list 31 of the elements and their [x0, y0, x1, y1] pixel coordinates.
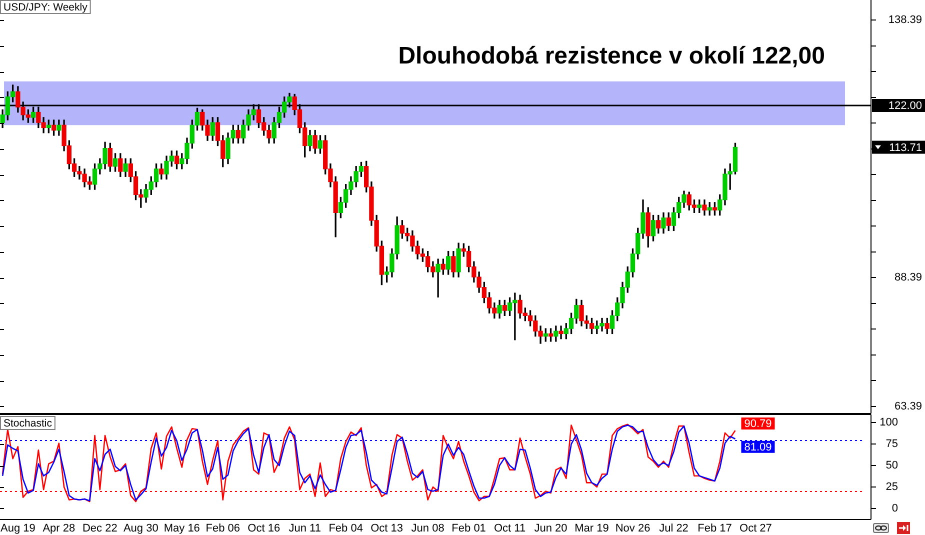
x-tick-label: Feb 04 — [328, 522, 363, 535]
x-tick-label: Feb 06 — [206, 522, 240, 535]
y-tick-label: 25 — [886, 481, 898, 494]
x-tick-label: Aug 19 — [0, 522, 36, 535]
x-tick-label: Jun 08 — [411, 522, 444, 535]
x-tick-label: Oct 13 — [370, 522, 404, 535]
x-tick-label: May 16 — [164, 522, 200, 535]
x-tick-label: Oct 11 — [494, 522, 526, 535]
y-tick-label: 100 — [880, 416, 898, 429]
x-tick-label: Jun 11 — [288, 522, 321, 535]
data-label: 81.09 — [744, 441, 772, 454]
candlestick — [436, 258, 440, 298]
x-tick-label: Aug 30 — [123, 522, 158, 535]
candlestick — [558, 326, 564, 340]
x-tick-label: Apr 28 — [42, 522, 76, 535]
y-tick-label: 75 — [886, 438, 898, 450]
x-tick-label: Oct 16 — [248, 522, 280, 535]
x-tick-label: Mar 19 — [574, 522, 609, 535]
x-tick-label: Feb 17 — [698, 522, 732, 535]
y-tick-label: 0 — [892, 502, 898, 514]
data-label: 90.79 — [744, 418, 772, 430]
x-tick-label: Feb 01 — [452, 522, 486, 535]
x-tick-label: Nov 26 — [615, 522, 650, 535]
chart-title: Stochastic — [4, 417, 52, 430]
x-tick-label: Dec 22 — [82, 522, 118, 535]
y-tick-label: 63.39 — [894, 400, 922, 412]
y-tick-label: 50 — [886, 460, 898, 472]
x-tick-label: Jul 22 — [659, 522, 688, 535]
x-tick-label: Oct 27 — [740, 522, 772, 535]
x-tick-label: Jun 20 — [534, 522, 568, 535]
y-tick-label: 88.39 — [894, 272, 922, 284]
